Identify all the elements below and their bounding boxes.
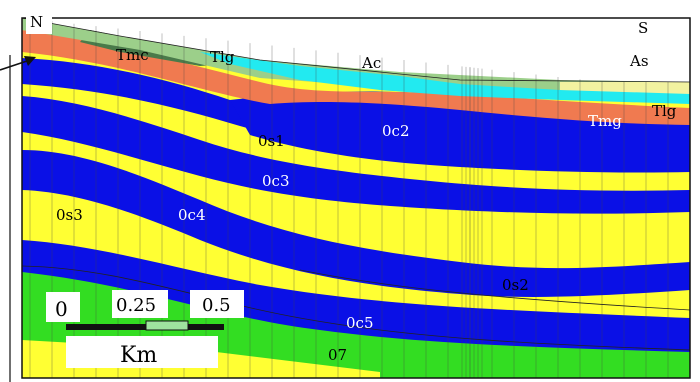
scale-bar-body xyxy=(66,324,146,330)
unit-label-0c3: 0c3 xyxy=(262,172,290,190)
layer-Ac-cyan xyxy=(200,52,690,104)
scale-unit-box xyxy=(66,336,218,368)
layer-As-pale xyxy=(560,82,690,94)
unit-label-Tmg: Tmg xyxy=(588,112,622,130)
north-label-box xyxy=(26,10,52,34)
scale-bar-body xyxy=(145,320,189,331)
scale-unit-label: Km xyxy=(120,343,157,368)
scale-tick-2: 0.5 xyxy=(202,295,231,316)
unit-label-0c5: 0c5 xyxy=(346,314,374,332)
layer-Tlg-light-green xyxy=(22,18,690,100)
boundary-lines xyxy=(21,17,691,351)
scale-tick-box-2 xyxy=(190,290,244,318)
unit-label-07: 07 xyxy=(328,346,347,364)
unit-label-0c2: 0c2 xyxy=(382,122,410,140)
scale-tick-1: 0.25 xyxy=(116,295,156,316)
unit-label-Tmc: Tmc xyxy=(116,46,149,64)
layer-0c5-blue xyxy=(22,240,690,352)
scale-tick-box-0 xyxy=(46,292,80,322)
scale-bar: 0 0.25 0.5 Km xyxy=(46,290,244,368)
scale-tick-0: 0 xyxy=(55,297,68,321)
unit-label-Tlg-north: Tlg xyxy=(210,48,235,66)
layer-orange-Tmg xyxy=(22,30,690,125)
unit-label-0c4: 0c4 xyxy=(178,206,206,224)
unit-label-0s1: 0s1 xyxy=(258,132,285,150)
unit-label-Ac: Ac xyxy=(361,54,381,72)
scale-tick-box-1 xyxy=(112,290,168,318)
unit-label-0s2: 0s2 xyxy=(502,276,529,294)
section-frame xyxy=(21,17,691,379)
south-label: S xyxy=(638,19,648,37)
north-label: N xyxy=(30,13,43,31)
unit-label-Tlg-south: Tlg xyxy=(652,102,677,120)
scale-bar-body xyxy=(188,324,224,330)
layer-0c3-blue xyxy=(22,96,690,214)
layer-0c4-blue xyxy=(22,150,690,297)
unit-label-0s3: 0s3 xyxy=(56,206,83,224)
unit-label-As: As xyxy=(629,52,649,70)
arrow-icon xyxy=(0,56,36,71)
